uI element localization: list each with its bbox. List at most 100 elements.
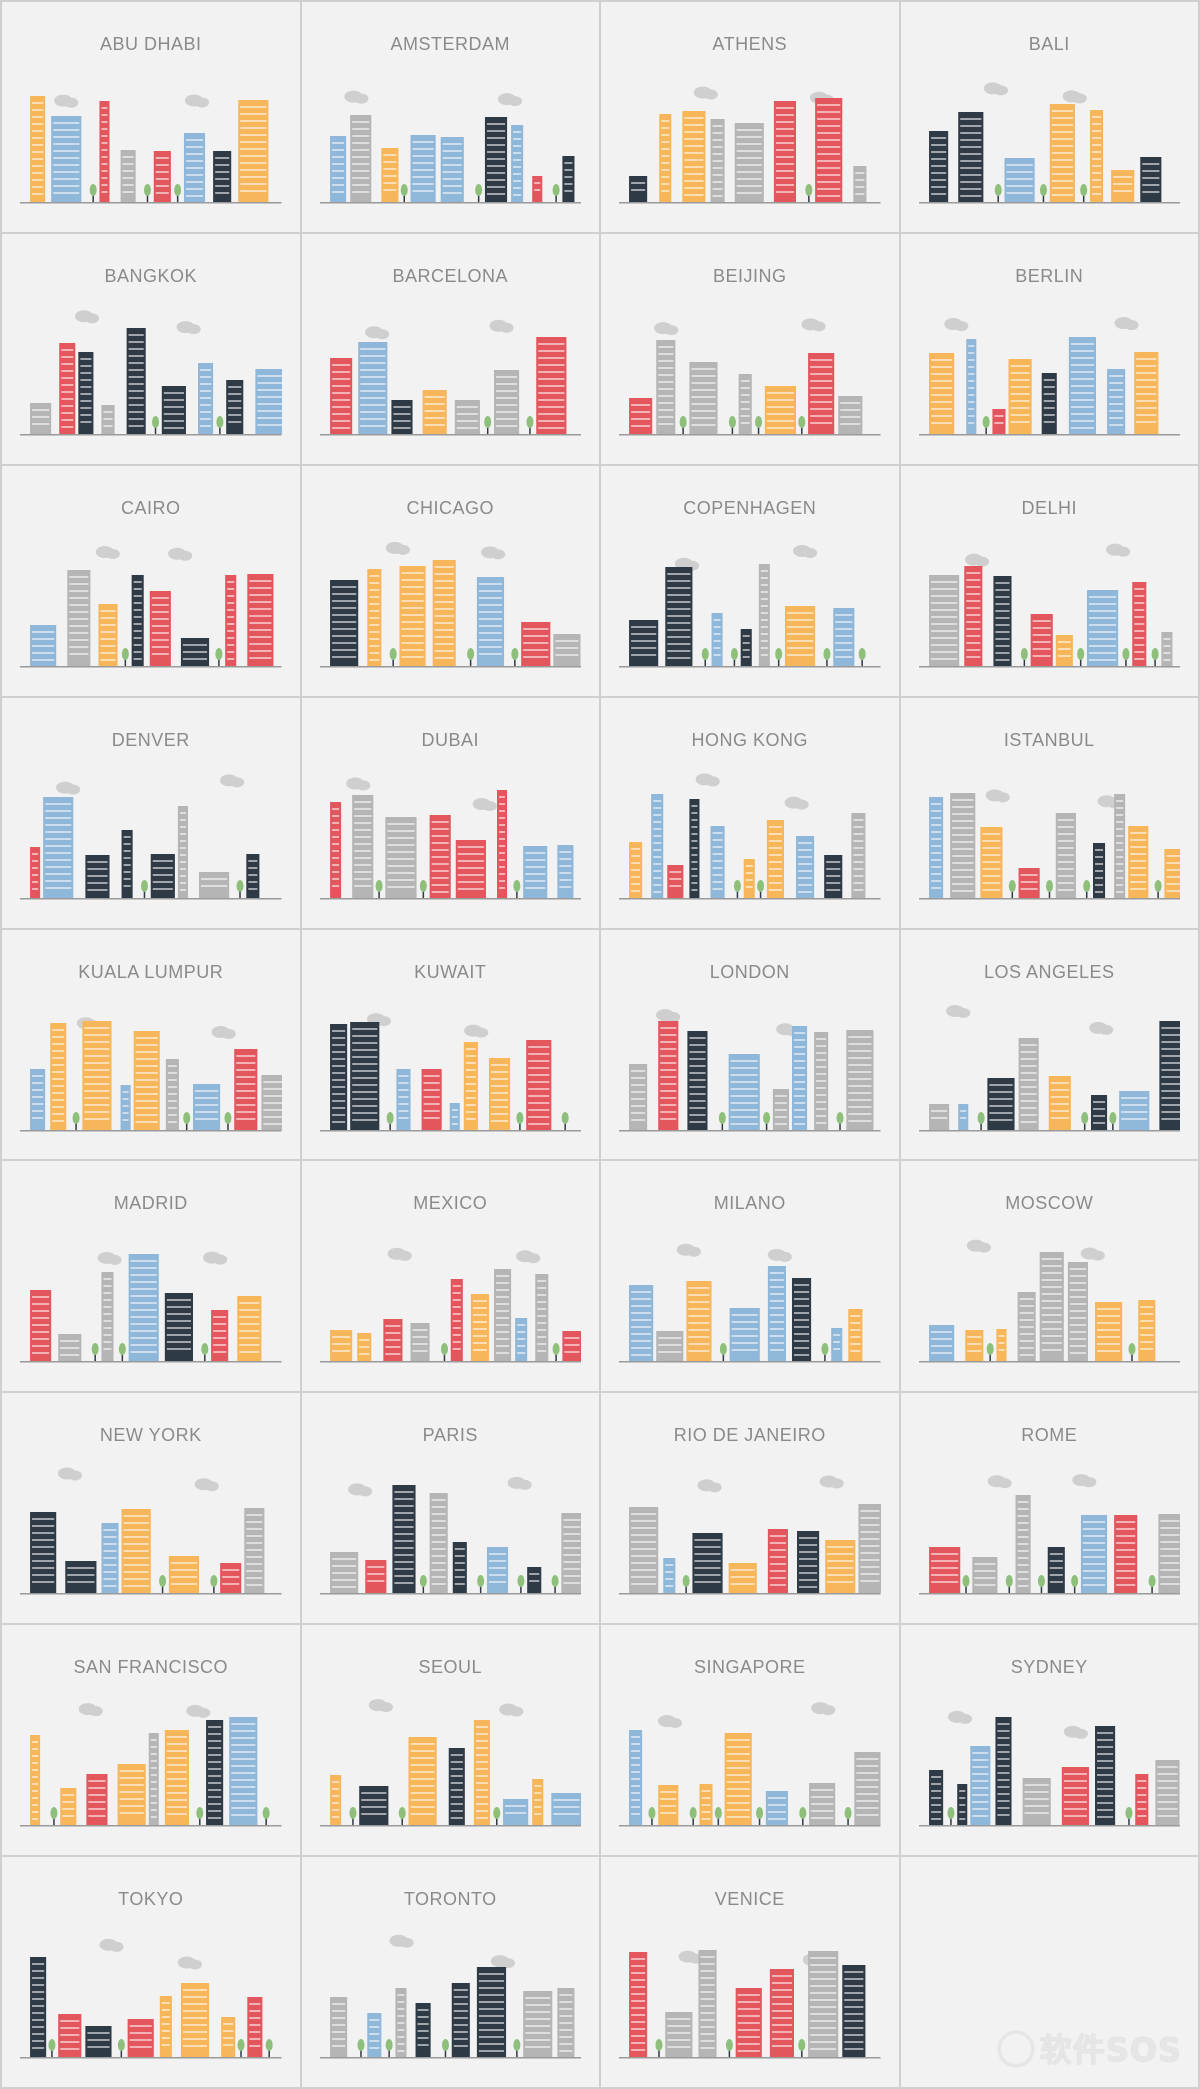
building-icon [451,1983,470,2058]
building-icon [1049,104,1075,202]
city-card[interactable]: BEIJING [601,233,899,464]
city-title: HONG KONG [691,729,808,750]
city-card[interactable]: PARIS [301,1393,599,1624]
skyline-illustration [619,1000,881,1140]
ground-line [20,897,282,900]
city-card[interactable]: BALI [900,2,1198,232]
cloud-icon [983,82,1008,96]
city-card[interactable]: LOS ANGELES [900,929,1198,1160]
city-card[interactable]: MADRID [2,1161,300,1392]
city-card[interactable]: HONG KONG [601,697,899,928]
city-card[interactable]: MEXICO [301,1161,599,1392]
building-icon [484,117,507,202]
tree-icon [689,1807,697,1826]
tree-icon [476,1575,484,1594]
building-icon [1067,1262,1088,1362]
city-card[interactable]: CAIRO [2,465,300,696]
city-card[interactable]: BERLIN [900,233,1198,464]
building-icon [238,100,269,202]
building-icon [728,1563,757,1594]
city-card[interactable]: AMSTERDAM [301,2,599,232]
city-card[interactable]: NEW YORK [2,1393,300,1624]
skyline-illustration [918,1231,1180,1371]
city-card[interactable]: RIO DE JANEIRO [601,1393,899,1624]
skyline-illustration [918,768,1180,908]
tree-icon [143,184,152,202]
building-icon [117,1764,146,1826]
cloud-icon [1062,90,1087,104]
city-card[interactable]: KUALA LUMPUR [2,929,300,1160]
city-card[interactable]: VENICE [601,1857,899,2087]
building-icon [351,794,373,898]
watermark-text: 软件SOS [1039,2031,1182,2069]
tree-icon [730,647,738,666]
city-title: LONDON [709,961,790,982]
building-icon [833,607,855,666]
cloud-icon [54,94,79,108]
tree-icon [525,415,533,434]
building-icon [246,853,260,898]
tree-icon [821,1343,829,1362]
building-icon [150,853,175,898]
city-card[interactable]: DUBAI [301,697,599,928]
building-icon [531,176,542,202]
building-icon [356,1333,371,1362]
city-card[interactable]: KUWAIT [301,929,599,1160]
city-card[interactable]: DELHI [900,465,1198,696]
building-icon [986,1077,1015,1130]
city-title: SYDNEY [1010,1657,1088,1678]
ground-line [619,1361,881,1363]
city-card[interactable]: DENVER [2,697,300,928]
city-card[interactable]: MOSCOW [900,1161,1198,1392]
city-card[interactable]: COPENHAGEN [601,465,899,696]
building-icon [329,1330,352,1362]
building-icon [470,1294,489,1362]
tree-icon [216,415,224,434]
tree-icon [215,647,223,666]
cloud-icon [480,546,505,560]
building-icon [50,1022,67,1130]
building-icon [1154,1760,1179,1826]
city-card[interactable]: BARCELONA [301,233,599,464]
cloud-icon [97,1252,122,1266]
city-card[interactable]: LONDON [601,929,899,1160]
city-card[interactable]: SINGAPORE [601,1625,899,1856]
building-icon [82,1020,112,1130]
city-card[interactable]: MILANO [601,1161,899,1392]
city-card[interactable]: TORONTO [301,1857,599,2087]
tree-icon [118,1343,126,1362]
building-icon [449,1102,460,1130]
city-card[interactable]: ATHENS [601,2,899,232]
building-icon [853,166,867,202]
city-card[interactable]: SEOUL [301,1625,599,1856]
building-icon [30,846,41,898]
tree-icon [725,2039,733,2058]
city-card[interactable]: CHICAGO [301,465,599,696]
tree-icon [1148,1575,1156,1594]
ground-line [619,897,881,900]
building-icon [211,1310,229,1362]
cloud-icon [498,1703,523,1717]
city-card[interactable]: SAN FRANCISCO [2,1625,300,1856]
tree-icon [474,184,482,202]
building-icon [796,835,815,898]
city-card[interactable]: ABU DHABI [2,2,300,232]
city-card[interactable]: BANGKOK [2,233,300,464]
city-card[interactable]: SYDNEY [900,1625,1198,1856]
tree-icon [89,184,97,202]
cloud-icon [497,93,522,107]
building-icon [971,1557,997,1594]
cloud-icon [203,1252,228,1266]
city-card[interactable]: TOKYO [2,1857,300,2087]
tree-icon [1079,184,1087,202]
city-title: DELHI [1021,497,1077,518]
skyline-illustration [20,536,282,676]
city-card[interactable]: ROME [900,1393,1198,1624]
building-icon [842,1965,866,2058]
building-icon [366,2013,381,2058]
building-icon [364,1560,386,1594]
building-icon [1061,1767,1089,1826]
tree-icon [1108,1111,1116,1130]
city-card[interactable]: ISTANBUL [900,697,1198,928]
skyline-illustration [319,1231,581,1371]
